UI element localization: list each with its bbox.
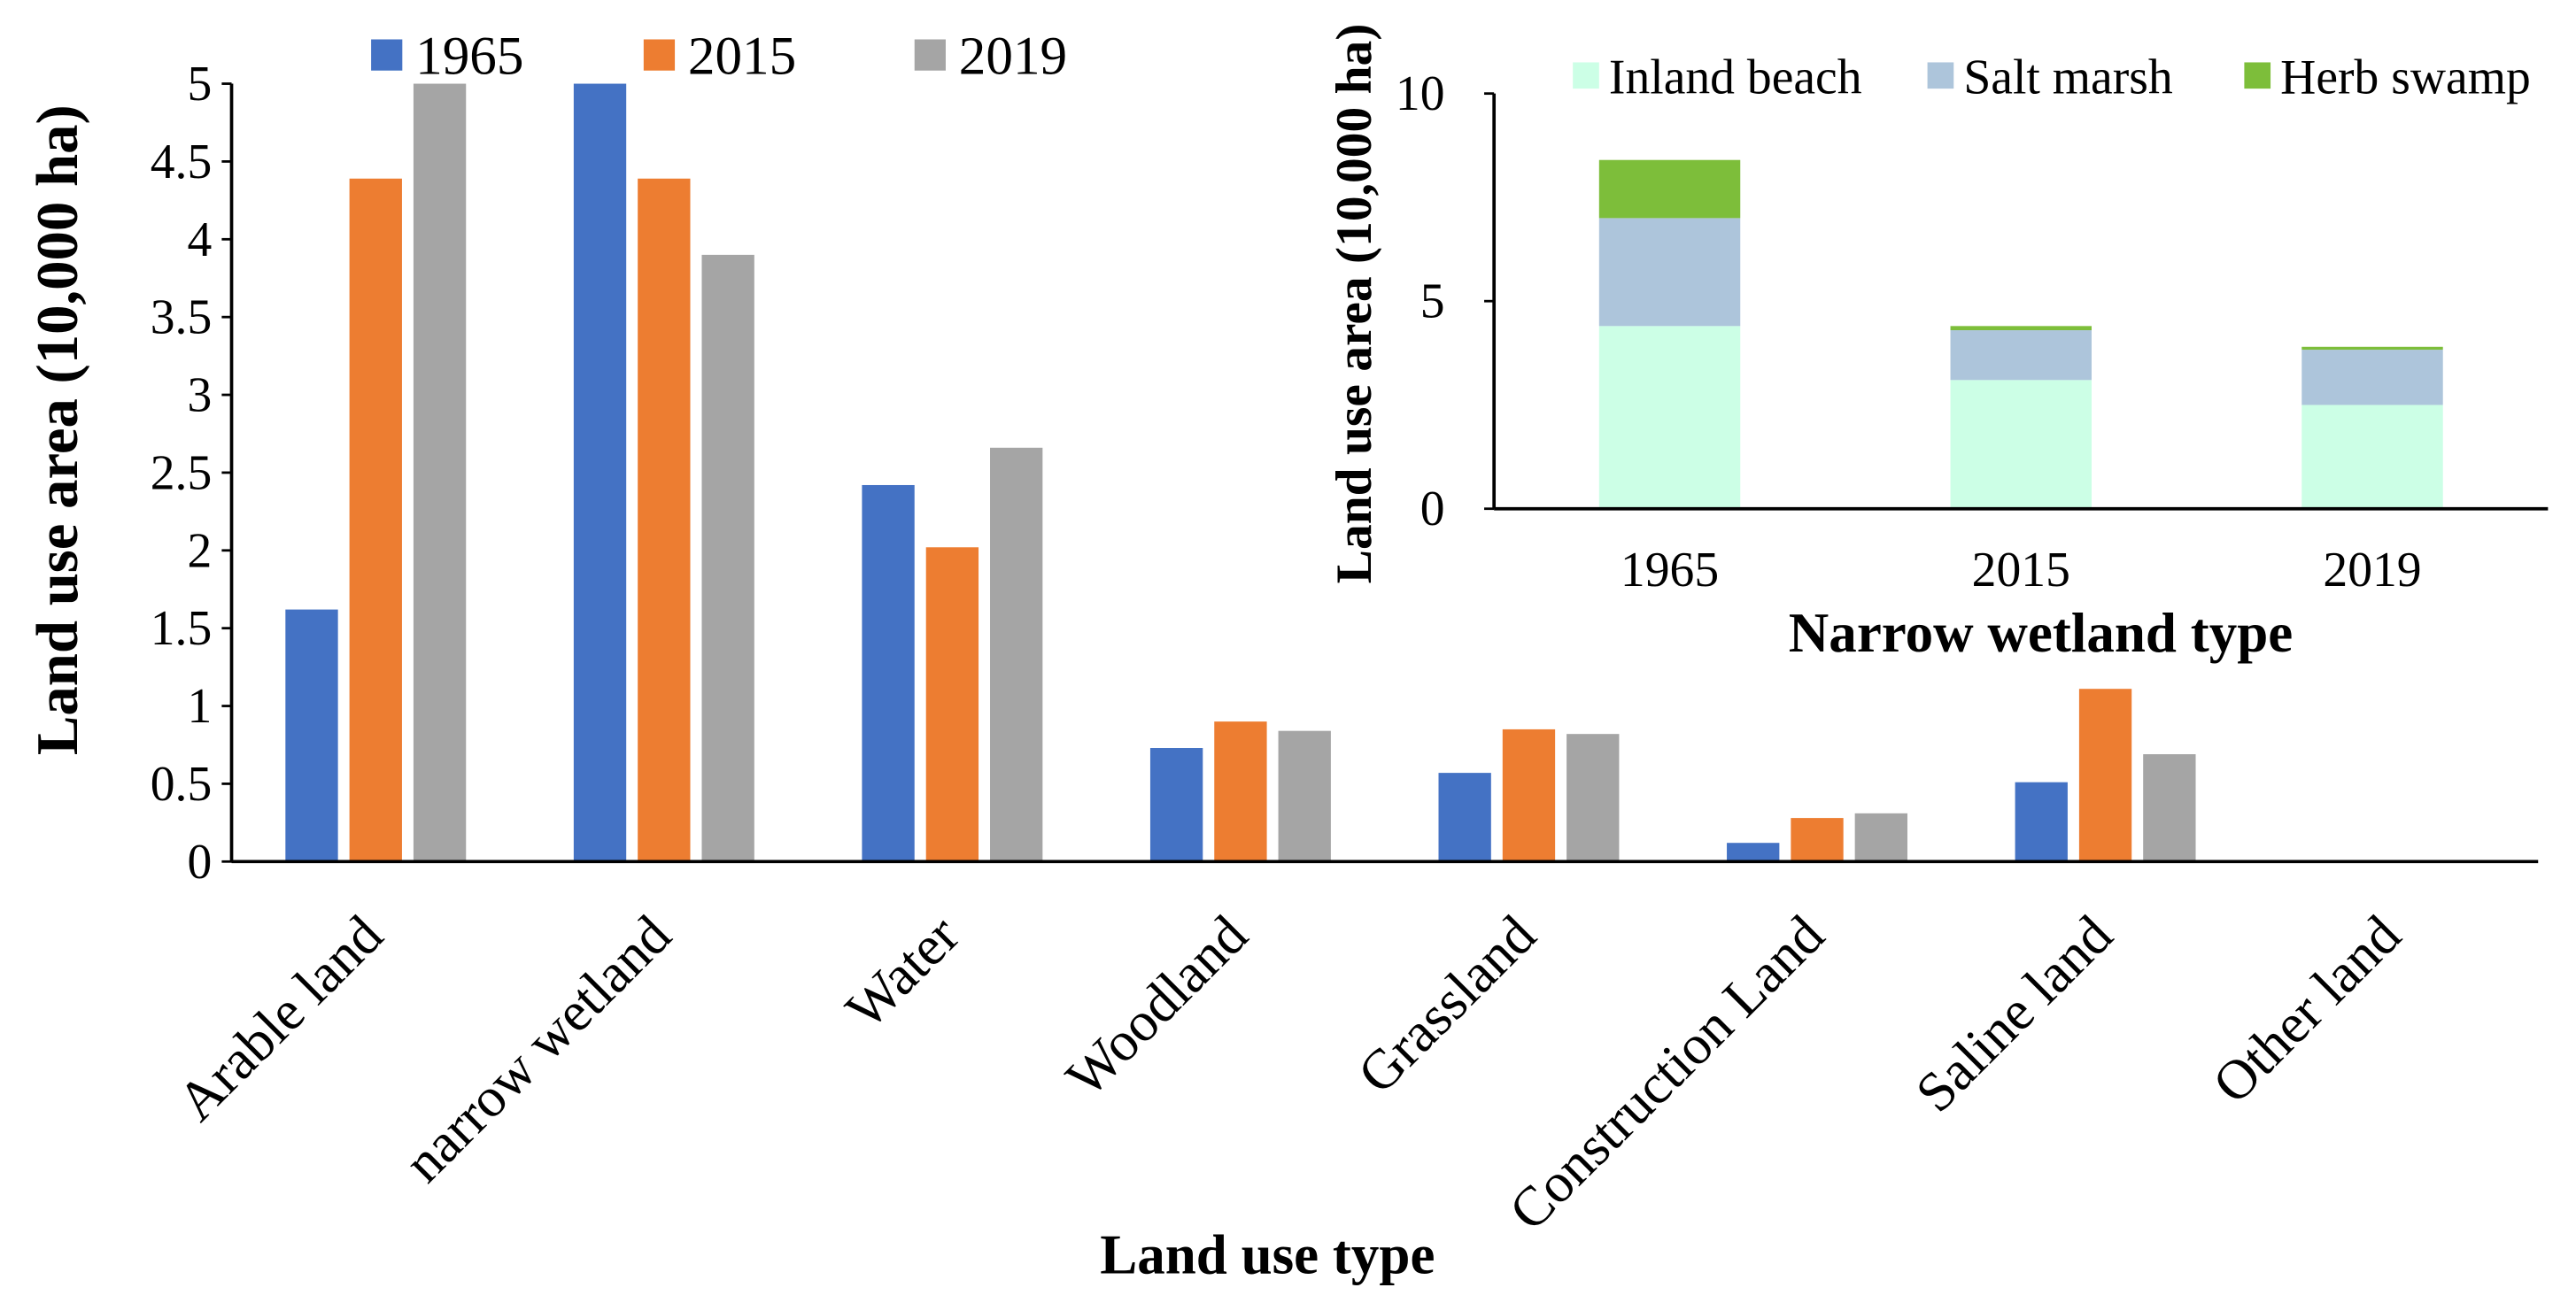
bar-saline-land-2019 xyxy=(2143,754,2196,862)
main-legend-label-2015: 2015 xyxy=(688,26,796,86)
bar-grassland-2019 xyxy=(1566,734,1620,862)
main-category-label-saline-land: Saline land xyxy=(1904,904,2124,1124)
main-y-tick-label-5: 5 xyxy=(187,57,212,112)
bar-construction-land-2015 xyxy=(1791,818,1844,862)
bar-narrow-wetland-2019 xyxy=(701,254,754,862)
bar-1965-salt-marsh xyxy=(1598,218,1741,327)
bar-woodland-2015 xyxy=(1214,721,1267,862)
main-legend-swatch-2015 xyxy=(643,39,676,71)
bar-woodland-2019 xyxy=(1278,730,1331,862)
main-legend-entry-1965: 1965 xyxy=(371,26,523,86)
inset-legend-label-salt-marsh: Salt marsh xyxy=(1963,50,2173,105)
main-y-tick-label-1-5: 1.5 xyxy=(151,601,213,656)
inset-y-ticks: 0 5 10 xyxy=(1396,66,1495,536)
bar-saline-land-1965 xyxy=(2015,782,2068,862)
inset-legend-entry-salt-marsh: Salt marsh xyxy=(1927,50,2173,105)
main-y-tick-label-4-5: 4.5 xyxy=(151,135,213,189)
main-category-label-construction-land: Construction Land xyxy=(1497,904,1836,1242)
main-category-label-water: Water xyxy=(834,904,971,1041)
inset-y-tick-label-5: 5 xyxy=(1420,274,1445,329)
bar-water-2019 xyxy=(990,447,1043,862)
bar-2019-salt-marsh xyxy=(2301,350,2443,405)
main-y-tick-label-4: 4 xyxy=(187,212,212,267)
bar-arable-land-2019 xyxy=(413,83,467,862)
main-y-ticks: 0 0.5 1 1.5 2 2.5 3 3.5 4 4.5 5 xyxy=(151,57,232,890)
inset-legend-label-inland-beach: Inland beach xyxy=(1609,50,1862,105)
inset-y-tick-label-0: 0 xyxy=(1420,482,1445,536)
bar-2015-inland-beach xyxy=(1950,380,2092,509)
inset-legend-entry-inland-beach: Inland beach xyxy=(1573,50,1862,105)
inset-legend-entry-herb-swamp: Herb swamp xyxy=(2244,50,2531,105)
bar-1965-inland-beach xyxy=(1598,326,1741,509)
inset-legend-swatch-inland-beach xyxy=(1573,62,1599,89)
main-legend-entry-2015: 2015 xyxy=(643,26,796,86)
inset-chart: 0 5 10 1965 2015 2019 Inland beach Salt marsh… xyxy=(1327,24,2549,664)
bar-saline-land-2015 xyxy=(2078,689,2132,862)
main-y-tick-label-3: 3 xyxy=(187,368,212,423)
bar-narrow-wetland-2015 xyxy=(638,178,691,862)
inset-legend-label-herb-swamp: Herb swamp xyxy=(2280,50,2531,105)
inset-legend-swatch-salt-marsh xyxy=(1927,62,1954,89)
main-legend-swatch-2019 xyxy=(914,39,946,71)
main-category-label-other-land: Other land xyxy=(2201,904,2412,1115)
main-y-tick-label-0-5: 0.5 xyxy=(151,757,213,812)
inset-legend: Inland beach Salt marsh Herb swamp xyxy=(1573,50,2531,105)
bar-narrow-wetland-1965 xyxy=(573,83,627,862)
bar-arable-land-2015 xyxy=(349,178,402,862)
main-legend-entry-2019: 2019 xyxy=(914,26,1067,86)
bar-construction-land-2019 xyxy=(1854,813,1907,862)
bar-2019-herb-swamp xyxy=(2301,346,2443,351)
bar-water-1965 xyxy=(862,484,915,862)
bar-2019-inland-beach xyxy=(2301,405,2443,509)
bar-construction-land-1965 xyxy=(1727,843,1780,862)
inset-y-tick-label-10: 10 xyxy=(1396,66,1445,121)
inset-bars xyxy=(1598,159,2443,509)
main-legend-label-1965: 1965 xyxy=(415,26,523,86)
bar-woodland-1965 xyxy=(1149,748,1203,862)
main-y-tick-label-2-5: 2.5 xyxy=(151,445,213,500)
bar-1965-herb-swamp xyxy=(1598,159,1741,219)
inset-y-axis-title: Land use area (10,000 ha) xyxy=(1327,24,1382,584)
bar-grassland-2015 xyxy=(1502,729,1556,862)
bar-arable-land-1965 xyxy=(285,609,338,862)
inset-category-label-2019: 2019 xyxy=(2323,543,2421,598)
main-legend: 1965 2015 2019 xyxy=(371,26,1067,86)
inset-category-labels: 1965 2015 2019 xyxy=(1621,543,2422,598)
main-y-tick-label-3-5: 3.5 xyxy=(151,290,213,345)
main-category-label-woodland: Woodland xyxy=(1054,904,1259,1109)
main-y-tick-label-0: 0 xyxy=(187,835,212,890)
main-x-axis-title: Land use type xyxy=(1100,1224,1435,1286)
bar-water-2015 xyxy=(925,547,979,862)
main-y-axis-title: Land use area (10,000 ha) xyxy=(26,104,90,755)
bar-2015-salt-marsh xyxy=(1950,330,2092,381)
main-legend-label-2019: 2019 xyxy=(959,26,1067,86)
inset-legend-swatch-herb-swamp xyxy=(2244,62,2271,89)
main-y-tick-label-1: 1 xyxy=(187,679,212,734)
main-legend-swatch-1965 xyxy=(371,39,403,71)
main-category-label-grassland: Grassland xyxy=(1346,904,1548,1106)
inset-category-label-1965: 1965 xyxy=(1621,543,1719,598)
inset-category-label-2015: 2015 xyxy=(1972,543,2070,598)
main-bars xyxy=(285,83,2196,862)
bar-grassland-1965 xyxy=(1438,773,1491,862)
main-category-label-arable-land: Arable land xyxy=(166,904,395,1133)
main-y-tick-label-2: 2 xyxy=(187,523,212,578)
bar-2015-herb-swamp xyxy=(1950,326,2092,331)
main-category-label-narrow-wetland: narrow wetland xyxy=(392,904,683,1194)
inset-x-axis-title: Narrow wetland type xyxy=(1789,602,2293,664)
